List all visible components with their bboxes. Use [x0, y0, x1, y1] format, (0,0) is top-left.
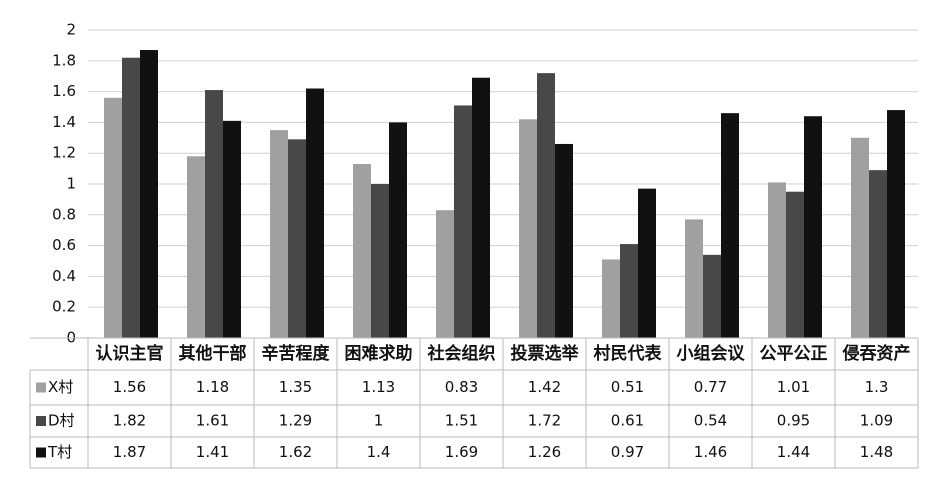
bar — [187, 156, 205, 338]
bar — [786, 191, 804, 338]
table-value: 1.4 — [367, 443, 391, 461]
bar — [122, 57, 140, 338]
bar — [602, 259, 620, 338]
table-value: 1.01 — [777, 378, 810, 396]
table-value: 0.77 — [694, 378, 727, 396]
bar — [638, 188, 656, 338]
bar — [288, 139, 306, 338]
table-value: 1.56 — [113, 378, 146, 396]
bar — [436, 210, 454, 338]
bar — [205, 90, 223, 338]
legend-swatch — [36, 447, 46, 458]
y-tick-label: 1.8 — [52, 51, 76, 69]
bar — [620, 244, 638, 338]
x-tick-label: 公平公正 — [760, 344, 828, 364]
table-value: 1.35 — [279, 378, 312, 396]
table-value: 0.83 — [445, 378, 478, 396]
table-value: 1 — [374, 412, 384, 430]
y-tick-label: 1.2 — [52, 144, 76, 162]
bar — [389, 122, 407, 339]
table-value: 0.61 — [611, 412, 644, 430]
bar — [519, 119, 537, 338]
x-tick-label: 侵吞资产 — [842, 343, 911, 364]
table-value: 0.97 — [611, 443, 644, 461]
table-value: 1.18 — [196, 378, 229, 396]
legend-label: X村 — [48, 378, 73, 396]
bar — [306, 88, 324, 339]
bar — [721, 113, 739, 338]
bar — [768, 182, 786, 338]
y-tick-label: 0.2 — [52, 298, 76, 316]
table-value: 1.44 — [777, 443, 810, 461]
table-value: 1.29 — [279, 412, 312, 430]
legend-swatch — [36, 416, 46, 426]
table-value: 1.51 — [445, 412, 478, 430]
bar — [685, 219, 703, 338]
y-tick-label: 0.8 — [52, 205, 76, 223]
table-value: 1.61 — [196, 412, 229, 430]
bar — [804, 116, 822, 339]
table-value: 1.87 — [113, 443, 146, 461]
legend-swatch — [36, 382, 46, 393]
x-tick-label: 困难求助 — [345, 343, 413, 364]
bar — [454, 105, 472, 339]
y-tick-label: 1.4 — [52, 113, 76, 131]
y-tick-label: 1 — [66, 175, 76, 193]
table-value: 1.42 — [528, 378, 561, 396]
table-value: 1.09 — [860, 412, 893, 430]
bar — [555, 143, 573, 338]
bar — [223, 120, 241, 338]
bar — [104, 97, 122, 338]
bar — [270, 130, 288, 338]
table-value: 1.13 — [362, 378, 395, 396]
table-value: 1.82 — [113, 412, 146, 430]
table-value: 1.69 — [445, 443, 478, 461]
bar — [353, 163, 371, 338]
table-value: 1.3 — [865, 378, 889, 396]
table-value: 1.26 — [528, 443, 561, 461]
y-tick-label: 1.6 — [52, 82, 76, 100]
legend-label: T村 — [47, 443, 72, 461]
table-value: 1.72 — [528, 412, 561, 430]
table-value: 0.51 — [611, 378, 644, 396]
y-tick-label: 2 — [66, 21, 76, 39]
bar — [371, 184, 389, 338]
bar — [140, 50, 158, 339]
table-value: 1.41 — [196, 443, 229, 461]
y-tick-label: 0.4 — [52, 267, 76, 285]
x-tick-label: 投票选举 — [511, 343, 580, 364]
table-value: 1.46 — [694, 443, 727, 461]
bar — [537, 73, 555, 339]
bar — [887, 110, 905, 338]
bar — [703, 254, 721, 338]
legend-label: D村 — [48, 412, 75, 430]
table-value: 1.62 — [279, 443, 312, 461]
x-tick-label: 小组会议 — [677, 343, 746, 364]
x-tick-label: 其他干部 — [179, 343, 247, 364]
table-value: 0.95 — [777, 412, 810, 430]
x-tick-label: 辛苦程度 — [262, 343, 331, 364]
bar — [851, 137, 869, 338]
table-value: 1.48 — [860, 443, 893, 461]
bar — [869, 170, 887, 338]
y-tick-label: 0.6 — [52, 236, 76, 254]
table-value: 0.54 — [694, 412, 727, 430]
x-tick-label: 社会组织 — [427, 343, 496, 364]
x-tick-label: 村民代表 — [594, 343, 663, 364]
bar — [472, 77, 490, 339]
x-tick-label: 认识主官 — [96, 343, 164, 364]
